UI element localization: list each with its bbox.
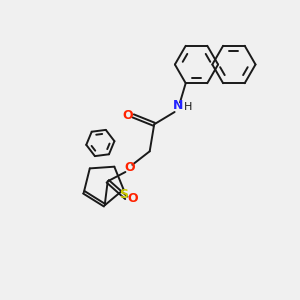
Text: H: H bbox=[184, 102, 192, 112]
Text: O: O bbox=[122, 109, 133, 122]
Text: O: O bbox=[124, 161, 135, 174]
Text: S: S bbox=[119, 188, 128, 201]
Text: O: O bbox=[128, 192, 138, 205]
Text: N: N bbox=[173, 99, 183, 112]
